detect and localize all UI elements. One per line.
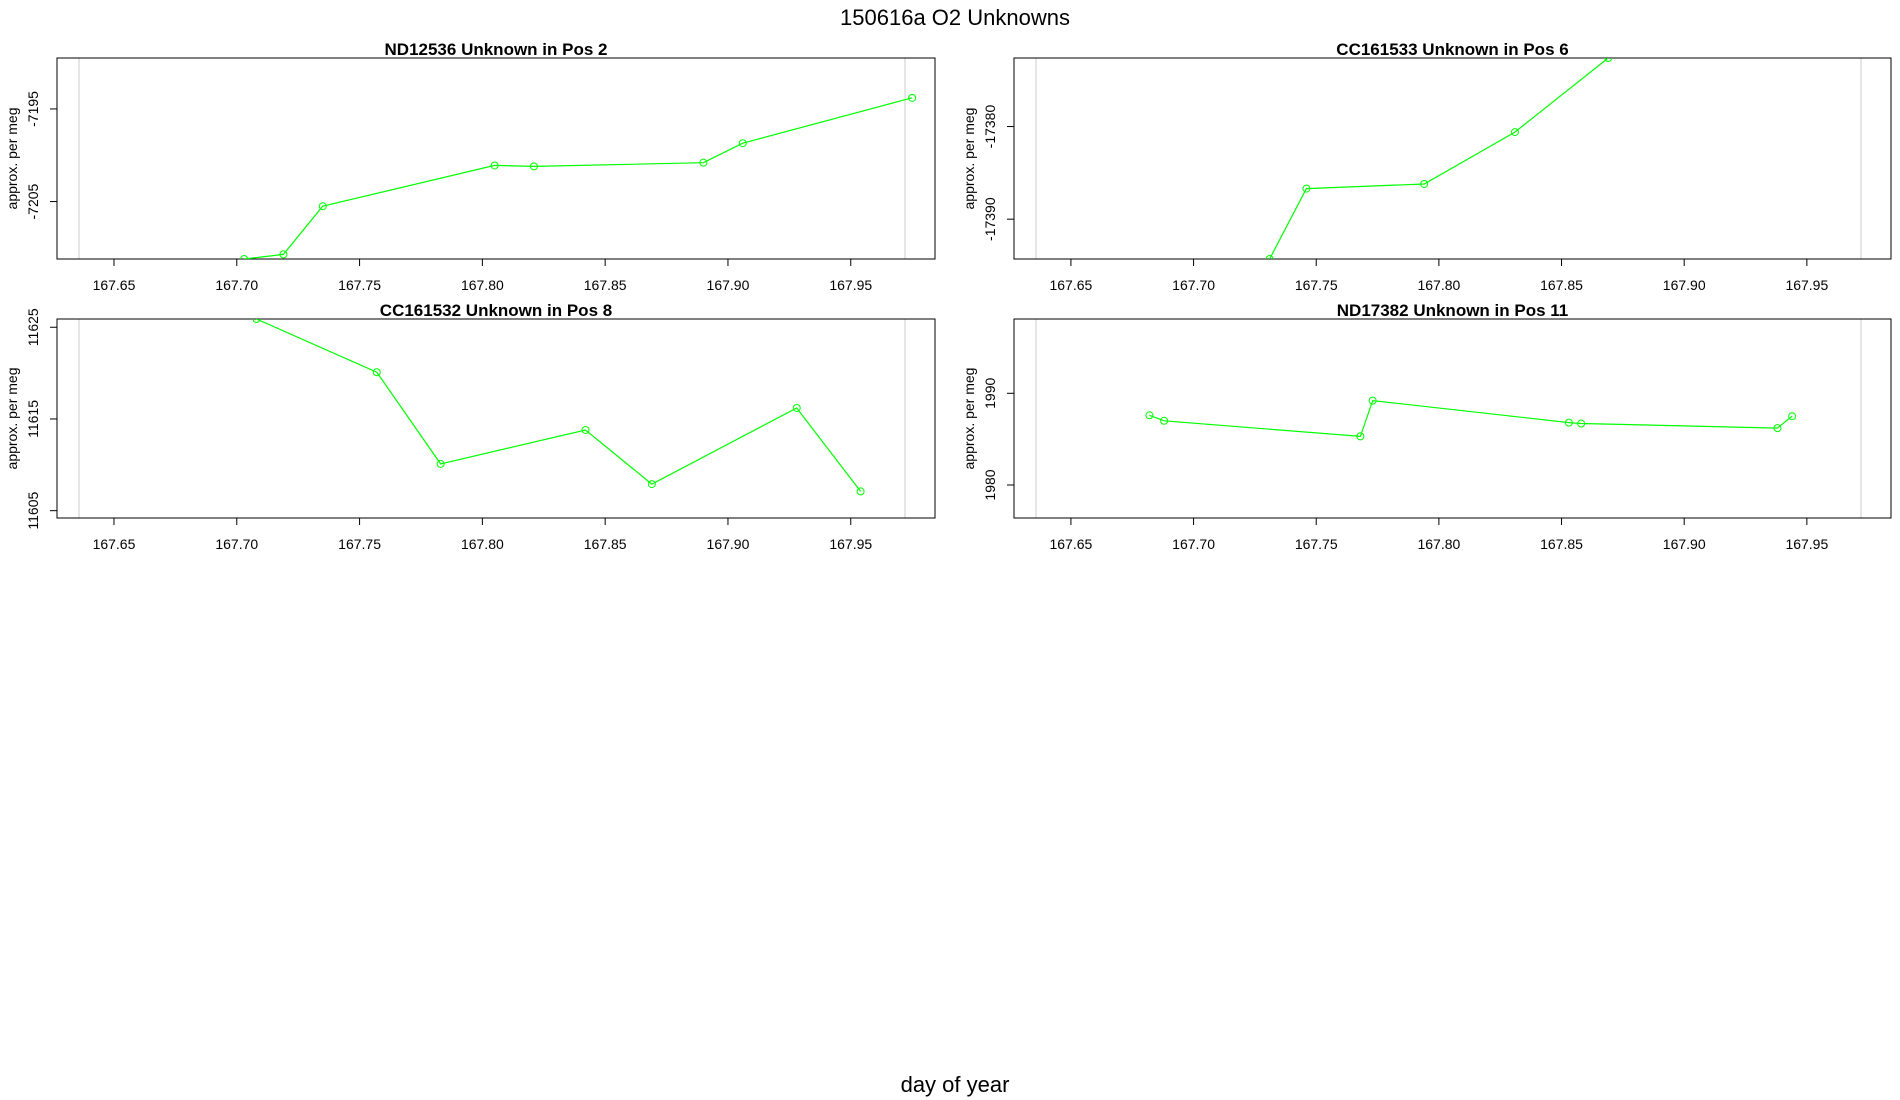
data-point: [647, 480, 656, 489]
series-line: [256, 319, 862, 492]
data-point: [738, 139, 747, 148]
data-point: [1577, 419, 1586, 428]
data-point: [252, 319, 261, 323]
data-point: [1356, 432, 1365, 441]
data-point: [1564, 418, 1573, 427]
y-axis-label: approx. per meg: [4, 108, 20, 210]
y-tick-label: -7205: [25, 183, 41, 219]
data-point: [279, 250, 288, 259]
data-point: [908, 93, 917, 102]
panel-cc161533: CC161533 Unknown in Pos 6 167.65 167.70 167…: [961, 40, 1892, 293]
x-tick-label: 167.95: [829, 277, 872, 293]
data-point: [1302, 184, 1311, 193]
data-point: [490, 161, 499, 170]
x-tick-label: 167.95: [1785, 277, 1828, 293]
y-tick-label: -17380: [982, 105, 998, 149]
y-tick-label: -17390: [982, 197, 998, 241]
data-point: [1420, 179, 1429, 188]
x-tick-label: 167.70: [1172, 536, 1215, 552]
data-point: [372, 368, 381, 377]
data-point: [581, 425, 590, 434]
y-axis-label: approx. per meg: [961, 368, 977, 470]
x-tick-label: 167.85: [1540, 536, 1583, 552]
figure-title: 150616a O2 Unknowns: [840, 5, 1070, 30]
x-tick-label: 167.95: [829, 536, 872, 552]
data-point: [240, 255, 249, 259]
panel-nd12536: ND12536 Unknown in Pos 2 167.65 167.70 167.…: [4, 40, 936, 293]
data-point: [318, 202, 327, 211]
x-tick-label: 167.95: [1785, 536, 1828, 552]
panel-title: CC161532 Unknown in Pos 8: [380, 301, 612, 320]
y-tick-label: 1980: [982, 469, 998, 500]
plot-frame: [56, 57, 936, 260]
data-point: [529, 162, 538, 171]
x-tick-label: 167.80: [1417, 536, 1460, 552]
y-tick-label: 11615: [25, 400, 41, 438]
x-tick-label: 167.65: [93, 536, 136, 552]
x-tick-label: 167.85: [584, 536, 627, 552]
y-axis-label: approx. per meg: [4, 368, 20, 470]
x-tick-label: 167.85: [1540, 277, 1583, 293]
panel-title: CC161533 Unknown in Pos 6: [1336, 40, 1568, 59]
series-group: [1145, 396, 1797, 441]
y-tick-label: 1990: [982, 378, 998, 409]
data-point: [1510, 128, 1519, 137]
series-line: [244, 97, 913, 259]
data-point: [1368, 396, 1377, 405]
x-tick-label: 167.75: [338, 277, 381, 293]
x-tick-label: 167.90: [1663, 536, 1706, 552]
x-tick-label: 167.80: [461, 536, 504, 552]
x-tick-label: 167.85: [584, 277, 627, 293]
x-tick-label: 167.70: [215, 536, 258, 552]
x-tick-label: 167.90: [707, 277, 750, 293]
data-point: [1773, 424, 1782, 433]
panel-nd17382: ND17382 Unknown in Pos 11 167.65 167.70 167…: [961, 301, 1892, 552]
y-tick-label: 11605: [25, 492, 41, 530]
x-tick-label: 167.75: [1295, 277, 1338, 293]
y-tick-label: 11625: [25, 308, 41, 346]
x-tick-label: 167.80: [461, 277, 504, 293]
x-tick-label: 167.70: [215, 277, 258, 293]
x-tick-label: 167.80: [1417, 277, 1460, 293]
data-point: [1145, 411, 1154, 420]
x-tick-label: 167.65: [1049, 277, 1092, 293]
x-tick-label: 167.70: [1172, 277, 1215, 293]
y-tick-label: -7195: [25, 91, 41, 127]
series-line: [1269, 58, 1609, 259]
data-point: [1265, 255, 1274, 259]
series-group: [240, 93, 917, 259]
panel-cc161532: CC161532 Unknown in Pos 8 167.65 167.70 167…: [4, 301, 936, 552]
series-line: [1149, 399, 1793, 438]
series-group: [252, 319, 865, 496]
y-axis-label: approx. per meg: [961, 108, 977, 210]
x-tick-label: 167.75: [1295, 536, 1338, 552]
data-point: [1788, 412, 1797, 421]
data-point: [856, 487, 865, 496]
data-point: [699, 158, 708, 167]
plot-frame: [1013, 318, 1892, 519]
x-tick-label: 167.90: [707, 536, 750, 552]
data-point: [436, 459, 445, 468]
series-group: [1265, 58, 1613, 259]
data-point: [1604, 58, 1613, 62]
data-point: [792, 403, 801, 412]
x-tick-label: 167.65: [93, 277, 136, 293]
plot-frame: [56, 318, 936, 519]
data-point: [1160, 416, 1169, 425]
x-tick-label: 167.65: [1049, 536, 1092, 552]
x-tick-label: 167.90: [1663, 277, 1706, 293]
x-tick-label: 167.75: [338, 536, 381, 552]
panel-title: ND17382 Unknown in Pos 11: [1337, 301, 1568, 320]
panel-title: ND12536 Unknown in Pos 2: [385, 40, 608, 59]
plot-frame: [1013, 57, 1892, 260]
x-axis-label: day of year: [901, 1072, 1010, 1097]
